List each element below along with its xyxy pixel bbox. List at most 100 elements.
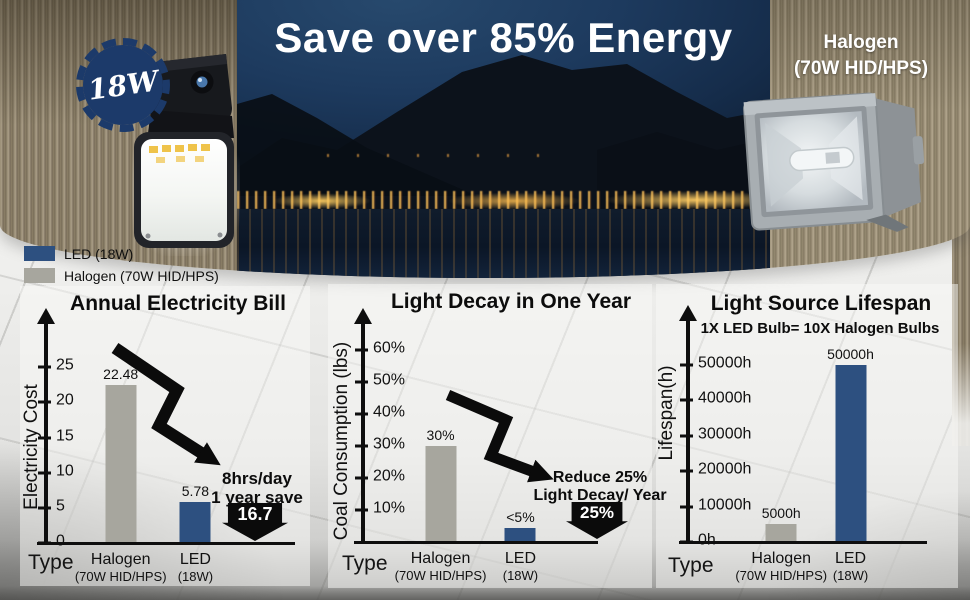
chart1-save-value: 16.7 xyxy=(237,504,273,524)
chart1-x-axis-label: Type xyxy=(28,551,74,574)
hero-banner: Save over 85% Energy Halogen (70W HID/HP… xyxy=(0,0,970,278)
chart1-plot-area: 0 5 10 15 20 25 22.48 Halogen (70W HID/HPS) 5.78 L… xyxy=(37,308,295,584)
chart3-bar-led: 50000h xyxy=(827,346,874,542)
chart3-ytick-mark xyxy=(680,434,693,438)
chart2-plot-area: 10% 20% 30% 40% 50% 60% 30% Halogen (70W HID/HPS… xyxy=(354,308,598,583)
chart2-bar-led: <5% xyxy=(504,509,536,542)
chart1-ytick-label: 0 xyxy=(56,532,65,550)
night-lake-photo xyxy=(237,0,770,278)
chart1-bar-value-led: 5.78 xyxy=(181,483,210,500)
chart1-annotation-line2: 1 year save xyxy=(211,487,303,507)
lake-water-reflections xyxy=(237,209,770,278)
chart1-ytick-label: 10 xyxy=(56,462,74,480)
chart2-ytick-mark xyxy=(355,444,368,448)
chart1-bar-led: 5.78 xyxy=(179,483,211,543)
legend-item-led: LED (18W) xyxy=(24,245,219,262)
chart1-ytick-mark xyxy=(38,506,51,510)
chart3-ytick-label: 40000h xyxy=(698,389,752,407)
chart3-ytick-label: 20000h xyxy=(698,460,752,478)
chart1-ytick-label: 25 xyxy=(56,356,74,374)
chart-legend: LED (18W) Halogen (70W HID/HPS) xyxy=(24,246,219,290)
shoreline-city-lights xyxy=(237,191,770,209)
chart1-ytick-mark xyxy=(38,471,51,475)
chart2-bar-halogen: 30% xyxy=(425,427,457,542)
chart2-x-axis-label: Type xyxy=(342,552,388,575)
chart3-ytick-mark xyxy=(680,505,693,509)
chart3-panel xyxy=(656,284,958,588)
chart3-title: Light Source Lifespan xyxy=(710,292,932,315)
led-wallpack-fixture-image xyxy=(132,54,240,256)
chart3-ytick-label: 50000h xyxy=(698,354,752,372)
chart2-bar-value-halogen: 30% xyxy=(426,427,455,443)
chart2-title: Light Decay in One Year xyxy=(390,290,632,313)
chart1-ytick-mark xyxy=(38,365,51,369)
chart2-category-halogen: Halogen (70W HID/HPS) xyxy=(394,550,487,584)
chart3-ytick-label: 10000h xyxy=(698,495,752,513)
chart2-y-axis-label: Coal Consumption (lbs) xyxy=(331,341,352,541)
chart3-ytick-label: 0h xyxy=(698,531,716,549)
chart2-ytick-mark xyxy=(355,380,368,384)
chart3-ytick-mark xyxy=(680,540,693,544)
chart3-y-axis-arrow-icon xyxy=(679,305,697,321)
halogen-fixture-label-line2: (70W HID/HPS) xyxy=(793,58,929,79)
chart3-subtitle: 1X LED Bulb= 10X Halogen Bulbs xyxy=(700,320,940,337)
chart1-bar-value-halogen: 22.48 xyxy=(103,365,139,382)
chart3-y-axis-label: Lifespan(h) xyxy=(656,365,677,461)
chart2-ytick-mark xyxy=(355,412,368,416)
halogen-fixture-label-line1: Halogen xyxy=(823,32,899,53)
chart1-decline-zigzag-arrow-icon xyxy=(111,343,221,466)
chart1-y-axis-arrow-icon xyxy=(37,308,55,324)
chart3-plot-area: 0h 10000h 20000h 30000h 40000h 50000h 5000h Hal… xyxy=(679,305,927,583)
chart1-title: Annual Electricity Bill xyxy=(70,292,286,315)
chart3-category-led: LED (18W) xyxy=(832,550,869,584)
chart2-ytick-mark xyxy=(355,476,368,480)
chart1-ytick-mark xyxy=(38,400,51,404)
chart1-ytick-label: 15 xyxy=(56,426,74,444)
chart2-decline-zigzag-arrow-icon xyxy=(445,389,554,483)
chart1-ytick-label: 5 xyxy=(56,497,65,515)
chart2-ytick-label: 30% xyxy=(373,435,406,453)
18w-badge: 18W xyxy=(76,38,170,132)
halogen-fixture-label: Halogen (70W HID/HPS) xyxy=(775,30,947,82)
floor-bottom-edge xyxy=(0,586,970,600)
18w-badge-inner: 18W xyxy=(83,45,163,125)
chart2-y-axis-arrow-icon xyxy=(354,308,372,324)
chart3-ytick-mark xyxy=(680,469,693,473)
chart2-ytick-mark xyxy=(355,508,368,512)
chart3-bar-halogen: 5000h xyxy=(762,505,801,542)
chart2-ytick-mark xyxy=(355,348,368,352)
legend-label-halogen: Halogen (70W HID/HPS) xyxy=(64,267,219,284)
chart1-category-led: LED (18W) xyxy=(177,551,214,585)
chart1-ytick-label: 20 xyxy=(56,391,74,409)
hillside-lights xyxy=(327,154,557,157)
banner-title: Save over 85% Energy xyxy=(274,14,733,61)
chart3-ytick-mark xyxy=(680,398,693,402)
halogen-floodlight-image xyxy=(743,92,925,232)
18w-badge-label: 18W xyxy=(85,63,161,107)
chart2-ytick-label: 10% xyxy=(373,499,406,517)
chart1-category-halogen: Halogen (70W HID/HPS) xyxy=(74,551,167,585)
chart1-annotation-text: 8hrs/day 1 year save xyxy=(211,469,303,507)
chart2-ytick-label: 60% xyxy=(373,339,406,357)
mountain-silhouette xyxy=(237,55,770,232)
chart3-bar-value-led: 50000h xyxy=(827,345,874,362)
chart3-x-axis-label: Type xyxy=(668,554,714,577)
chart1-ytick-mark xyxy=(38,436,51,440)
legend-item-halogen: Halogen (70W HID/HPS) xyxy=(24,267,219,284)
legend-label-led: LED (18W) xyxy=(64,245,134,262)
chart3-bar-value-halogen: 5000h xyxy=(761,505,801,522)
chart2-ytick-label: 40% xyxy=(373,403,406,421)
chart1-ytick-mark xyxy=(38,541,51,545)
chart1-bar-halogen: 22.48 xyxy=(103,366,138,543)
chart3-category-halogen: Halogen (70W HID/HPS) xyxy=(735,550,828,584)
chart2-annotation-line1: Reduce 25% xyxy=(552,469,648,486)
chart1-annotation-line1: 8hrs/day xyxy=(222,469,292,488)
legend-swatch-led xyxy=(24,246,55,261)
chart2-ytick-label: 50% xyxy=(373,371,406,389)
chart2-annotation-text: Reduce 25% Light Decay/ Year xyxy=(533,469,666,504)
chart3-ytick-mark xyxy=(680,363,693,367)
chart3-ytick-label: 30000h xyxy=(698,424,752,442)
legend-swatch-halogen xyxy=(24,268,55,283)
chart2-ytick-label: 20% xyxy=(373,467,406,485)
